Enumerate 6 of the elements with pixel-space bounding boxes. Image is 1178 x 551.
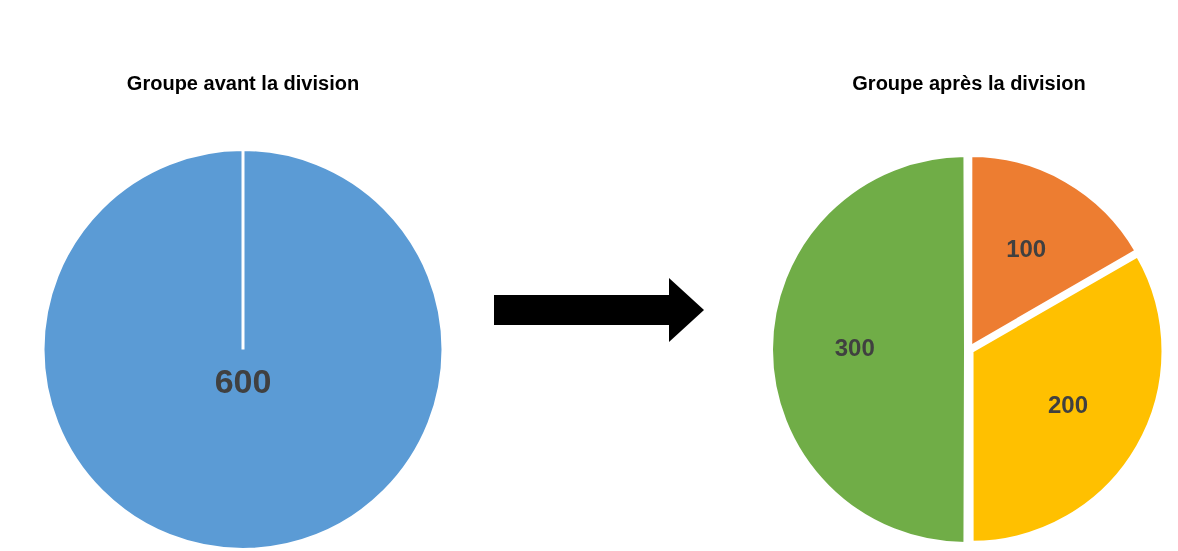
chart-title: Groupe avant la division	[126, 71, 360, 94]
chart-title: Groupe après la division	[852, 71, 1086, 94]
data-label: 200	[1047, 391, 1089, 419]
data-label: 100	[1006, 235, 1047, 263]
data-label: 300	[834, 334, 875, 362]
data-label: 600	[214, 361, 272, 400]
